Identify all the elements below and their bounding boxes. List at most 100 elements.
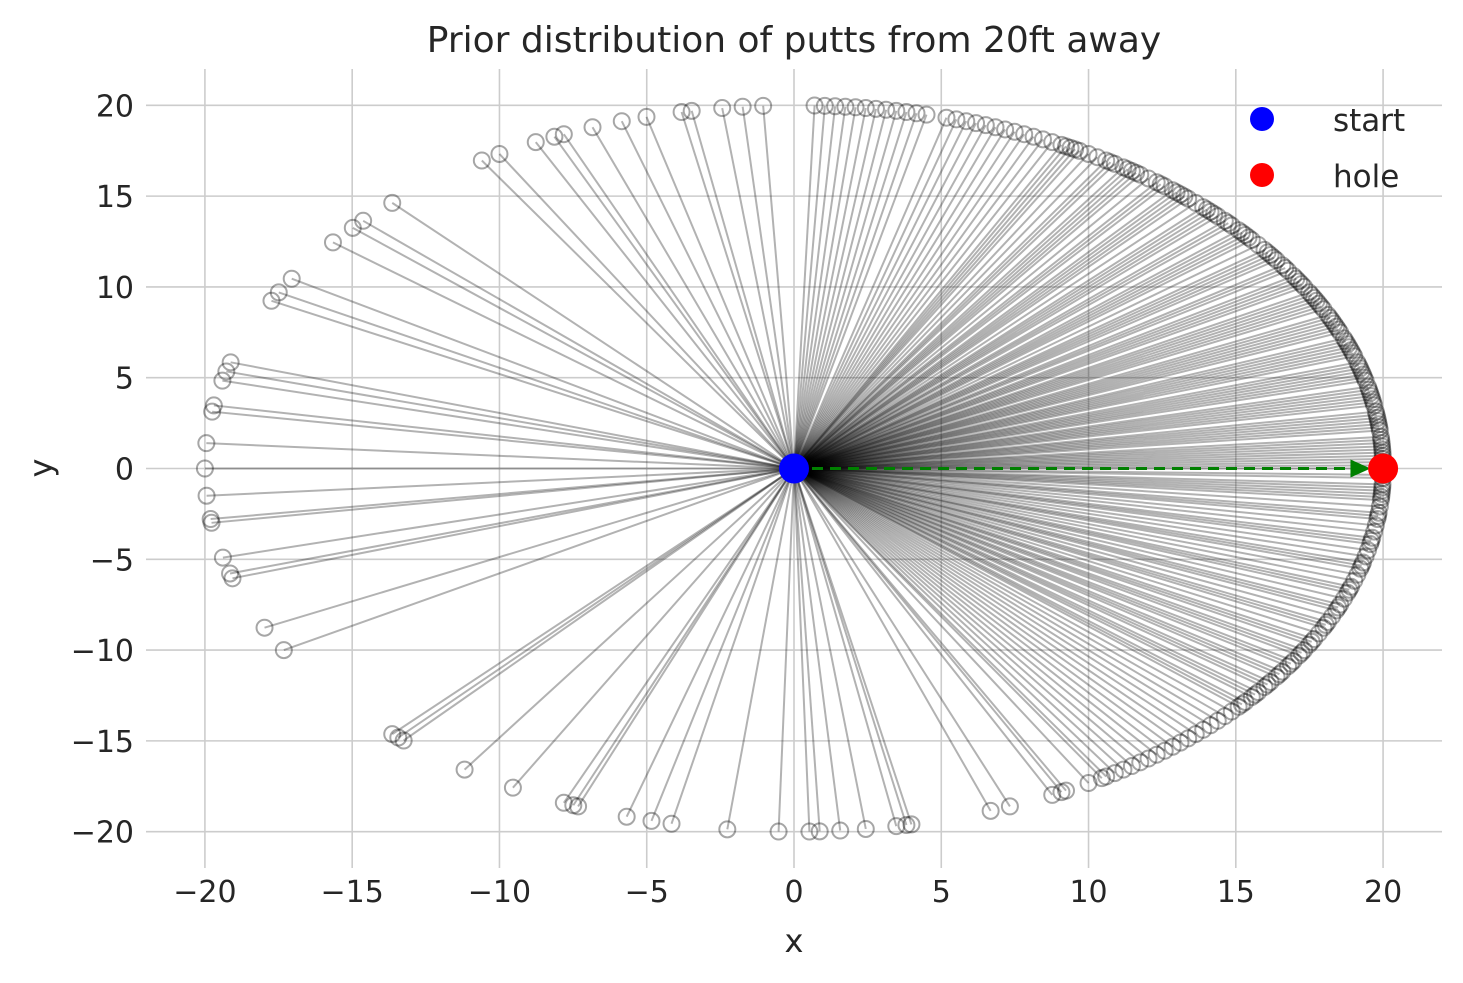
putt-endpoint <box>554 793 573 812</box>
putt-endpoint <box>1295 277 1314 296</box>
putt-endpoint <box>1284 267 1303 286</box>
putt-endpoint <box>1352 362 1371 381</box>
putt-line <box>793 467 1305 652</box>
putt-line <box>741 106 795 469</box>
putt-line <box>625 468 795 818</box>
putt-line <box>793 467 1090 784</box>
putt-line <box>793 467 1362 567</box>
putt-line <box>793 156 1099 470</box>
putt-endpoint <box>569 797 588 816</box>
putt-endpoint <box>1352 556 1371 575</box>
putt-endpoint <box>1151 175 1170 194</box>
putt-line <box>793 285 1305 470</box>
putt-line <box>206 467 795 497</box>
putt-line <box>793 346 1350 470</box>
y-tick-label: 10 <box>96 271 134 306</box>
putt-line <box>222 467 795 559</box>
putt-line <box>793 197 1189 470</box>
putt-endpoint <box>769 822 788 841</box>
putt-line <box>793 170 1133 470</box>
putt-endpoint <box>1242 688 1261 707</box>
putt-line <box>793 361 1358 470</box>
putt-endpoint <box>836 97 855 116</box>
putt-line <box>212 410 795 470</box>
putt-endpoint <box>1194 198 1213 217</box>
putt-endpoint <box>1186 193 1205 212</box>
putt-endpoint <box>856 99 875 118</box>
putt-endpoint <box>1052 135 1071 154</box>
putt-line <box>793 467 1302 654</box>
putt-line <box>793 467 1315 640</box>
putt-endpoint <box>503 778 522 797</box>
putt-line <box>650 468 795 822</box>
putt-endpoint <box>1287 269 1306 288</box>
putt-endpoint <box>887 101 906 120</box>
putt-endpoint <box>1292 643 1311 662</box>
putt-line <box>793 215 1219 470</box>
putt-endpoint <box>1358 541 1377 560</box>
putt-line <box>793 302 1320 470</box>
putt-line <box>793 467 1361 570</box>
putt-line <box>793 467 1011 807</box>
putt-endpoint <box>1327 317 1346 336</box>
putt-line <box>793 105 826 469</box>
putt-line <box>793 136 1035 470</box>
putt-line <box>793 234 1246 470</box>
putt-endpoint <box>213 548 232 567</box>
putt-line <box>793 131 1016 470</box>
putt-line <box>793 410 1376 470</box>
putt-endpoint <box>1229 221 1248 240</box>
putt-line <box>793 202 1197 470</box>
putt-line <box>793 467 1116 774</box>
putt-line <box>793 454 1383 470</box>
putt-endpoint <box>389 728 408 747</box>
putt-line <box>793 467 1243 706</box>
aim-arrowhead <box>1350 459 1371 478</box>
putt-line <box>793 420 1379 470</box>
x-tick-label: −10 <box>468 875 531 910</box>
putt-endpoint <box>1186 725 1205 744</box>
x-tick-label: 0 <box>784 875 803 910</box>
putt-line <box>793 467 1320 635</box>
putt-endpoint <box>856 819 875 838</box>
putt-line <box>793 429 1380 470</box>
putt-endpoint <box>1361 535 1380 554</box>
putt-line <box>793 308 1324 470</box>
putt-endpoint <box>981 801 1000 820</box>
putt-endpoint <box>877 100 896 119</box>
putt-endpoint <box>937 108 956 127</box>
y-tick-label: −5 <box>90 543 134 578</box>
putt-endpoint <box>1258 243 1277 262</box>
putt-endpoint <box>1314 618 1333 637</box>
putt-endpoint <box>195 459 214 478</box>
putt-endpoint <box>1258 675 1277 694</box>
putt-endpoint <box>1171 733 1190 752</box>
putt-endpoint <box>947 110 966 129</box>
putt-line <box>793 325 1337 470</box>
putt-endpoint <box>197 486 216 505</box>
putt-endpoint <box>810 822 829 841</box>
putt-endpoint <box>1122 757 1141 776</box>
putt-line <box>793 468 908 826</box>
putt-line <box>793 468 867 830</box>
putt-line <box>793 467 1379 514</box>
putt-endpoint <box>1356 547 1375 566</box>
putt-line <box>793 150 1081 470</box>
putt-line <box>793 442 1382 470</box>
putt-endpoint <box>1097 767 1116 786</box>
putt-line <box>793 467 1133 767</box>
putt-endpoint <box>1372 484 1391 503</box>
putt-endpoint <box>1351 359 1370 378</box>
y-axis-label: y <box>22 459 60 478</box>
putt-line <box>762 105 795 469</box>
chart-title: Prior distribution of putts from 20ft aw… <box>427 20 1161 61</box>
putt-line <box>793 189 1174 470</box>
putt-endpoint <box>1316 615 1335 634</box>
putt-endpoint <box>1365 522 1384 541</box>
putt-endpoint <box>1289 646 1308 665</box>
putt-endpoint <box>1295 641 1314 660</box>
putt-endpoint <box>221 564 240 583</box>
putt-endpoint <box>1369 412 1388 431</box>
putt-endpoint <box>754 96 773 115</box>
putt-endpoint <box>1281 654 1300 673</box>
